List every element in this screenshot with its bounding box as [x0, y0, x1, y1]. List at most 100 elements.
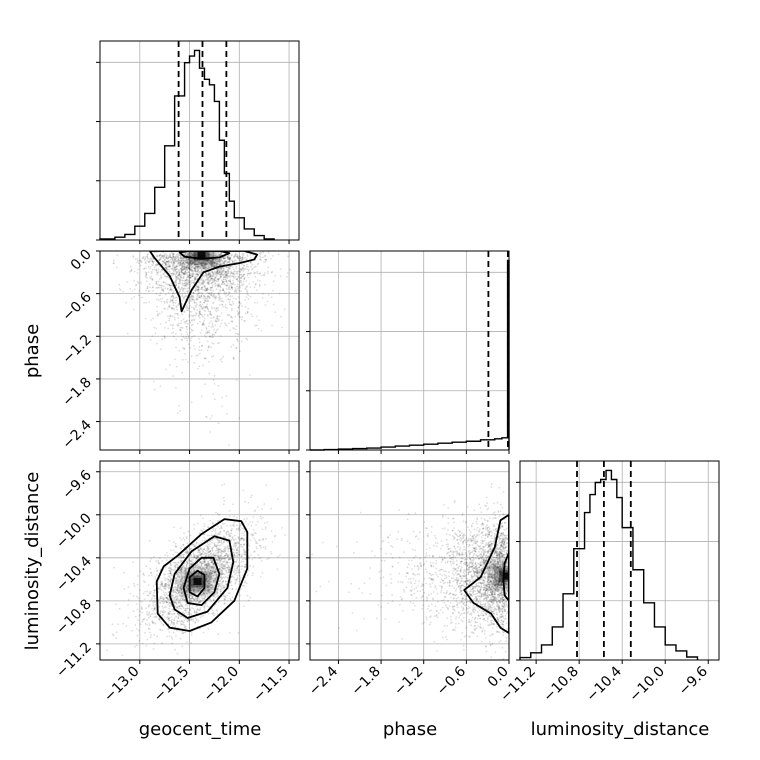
- scatter-point: [198, 556, 200, 559]
- scatter-points: [100, 251, 292, 446]
- scatter-point: [197, 288, 200, 291]
- scatter-point: [201, 261, 204, 264]
- scatter-point: [179, 587, 182, 589]
- scatter-point: [198, 292, 200, 295]
- scatter-point: [184, 625, 187, 628]
- scatter-point: [178, 254, 181, 256]
- scatter-point: [178, 322, 180, 325]
- scatter-point: [180, 559, 183, 562]
- scatter-point: [202, 592, 205, 595]
- scatter-point: [172, 272, 175, 275]
- scatter-point: [250, 494, 253, 497]
- scatter-point: [192, 273, 195, 276]
- scatter-point: [236, 285, 238, 288]
- histogram-geocent_time: [96, 40, 300, 244]
- scatter-point: [210, 558, 213, 561]
- scatter-point: [134, 645, 136, 648]
- scatter-point: [150, 613, 153, 616]
- scatter-point: [264, 528, 267, 530]
- scatter-point: [197, 265, 199, 268]
- scatter-point: [183, 296, 185, 299]
- scatter-point: [167, 262, 170, 265]
- scatter-point: [225, 580, 227, 583]
- scatter-point: [145, 274, 148, 277]
- scatter-point: [264, 283, 266, 286]
- scatter-point: [224, 306, 227, 309]
- scatter-point: [226, 272, 229, 275]
- scatter-point: [170, 256, 173, 259]
- scatter-point: [214, 320, 217, 323]
- scatter-point: [208, 292, 210, 295]
- scatter-point: [201, 593, 204, 596]
- scatter-point: [205, 266, 207, 268]
- scatter-point: [240, 553, 243, 556]
- scatter-point: [220, 582, 223, 585]
- scatter-point: [236, 278, 239, 281]
- scatter-point: [223, 292, 226, 295]
- scatter-point: [188, 266, 191, 269]
- scatter-point: [179, 256, 182, 259]
- scatter-point: [240, 257, 242, 259]
- scatter-point: [193, 308, 195, 310]
- scatter-point: [220, 335, 222, 337]
- scatter-point: [247, 599, 250, 602]
- scatter-point: [208, 360, 210, 363]
- scatter-point: [183, 272, 186, 275]
- scatter-point: [157, 280, 160, 283]
- scatter-point: [173, 262, 176, 265]
- scatter-point: [219, 263, 222, 266]
- scatter-point: [247, 307, 250, 310]
- scatter-point: [146, 255, 149, 258]
- scatter-point: [208, 296, 211, 299]
- scatter-point: [255, 547, 258, 550]
- scatter-point: [205, 327, 208, 330]
- scatter-point: [241, 316, 244, 319]
- scatter-point: [196, 269, 199, 272]
- scatter-point: [182, 272, 185, 275]
- scatter-point: [220, 275, 222, 277]
- scatter-point: [196, 285, 199, 288]
- scatter-point: [210, 294, 213, 296]
- scatter-point: [206, 274, 208, 277]
- scatter-point: [206, 562, 209, 565]
- scatter-point: [203, 592, 206, 595]
- scatter-point: [210, 254, 213, 257]
- scatter-point: [171, 256, 174, 259]
- scatter-point: [232, 257, 235, 259]
- scatter-point: [221, 303, 224, 306]
- scatter-point: [173, 258, 176, 260]
- scatter-point: [220, 555, 223, 558]
- scatter-point: [176, 260, 179, 262]
- scatter-point: [162, 273, 165, 275]
- scatter-point: [218, 263, 221, 266]
- scatter-point: [239, 286, 242, 289]
- scatter-point: [199, 291, 201, 294]
- scatter-point: [212, 566, 215, 569]
- scatter-point: [230, 309, 233, 312]
- scatter-point: [189, 274, 192, 277]
- scatter-point: [217, 284, 220, 286]
- scatter-point: [193, 268, 196, 270]
- scatter-point: [196, 266, 199, 269]
- scatter-point: [210, 293, 212, 296]
- scatter-point: [195, 572, 198, 575]
- scatter-point: [170, 257, 173, 259]
- scatter-point: [205, 553, 208, 556]
- scatter-point: [196, 294, 199, 296]
- scatter-point: [224, 257, 227, 260]
- scatter-point: [122, 622, 125, 625]
- scatter-point: [190, 311, 193, 313]
- scatter-point: [170, 282, 173, 285]
- scatter-point: [159, 620, 162, 623]
- scatter-point: [207, 279, 210, 282]
- scatter-point: [146, 256, 149, 259]
- scatter-point: [166, 275, 169, 278]
- scatter-point: [178, 287, 180, 290]
- scatter-point: [212, 263, 215, 266]
- scatter-point: [167, 265, 170, 268]
- scatter-point: [209, 598, 212, 601]
- scatter-point: [191, 254, 194, 257]
- scatter-point: [244, 563, 247, 566]
- scatter-point: [195, 263, 197, 266]
- scatter-point: [182, 543, 185, 546]
